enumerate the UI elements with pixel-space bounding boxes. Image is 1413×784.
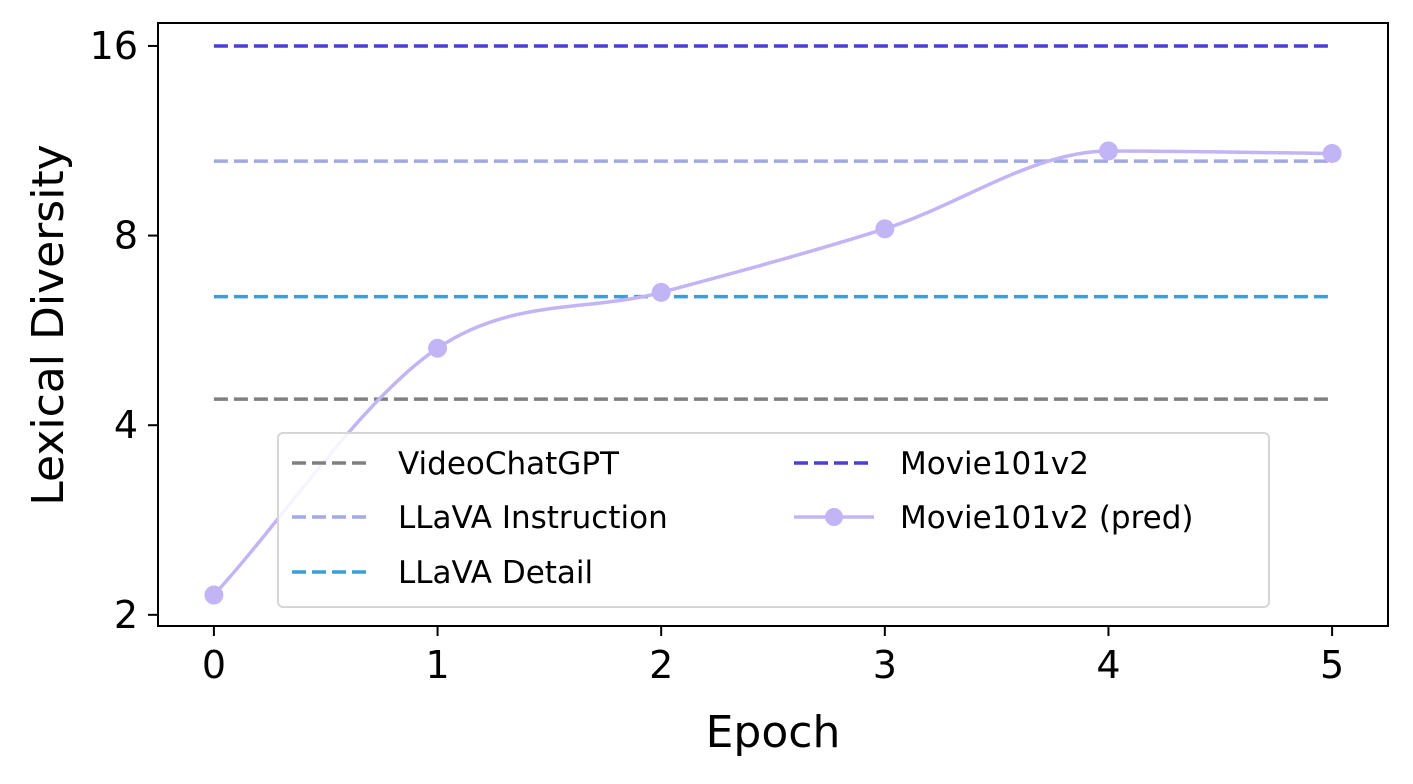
- x-axis-title: Epoch: [706, 707, 841, 758]
- x-tick-label: 2: [649, 643, 673, 687]
- legend-label-llava-detail: LLaVA Detail: [398, 555, 593, 591]
- y-tick-label: 16: [90, 24, 138, 68]
- series-line-movie101v2-pred: [212, 149, 1333, 597]
- x-tick-label: 4: [1096, 643, 1120, 687]
- x-tick-label: 0: [202, 643, 226, 687]
- plot-frame: [157, 22, 1389, 627]
- legend-box: [277, 432, 1270, 608]
- legend-label-movie101v2: Movie101v2: [900, 446, 1089, 482]
- x-tick-label: 1: [425, 643, 449, 687]
- legend: VideoChatGPT LLaVA Instruction LLaVA Detai…: [277, 432, 1270, 608]
- data-point-movie101v2-pred-1: [428, 338, 448, 358]
- x-tick-label: 5: [1320, 643, 1344, 687]
- data-point-movie101v2-pred-4: [1098, 141, 1118, 161]
- data-point-movie101v2-pred-2: [651, 282, 671, 302]
- plot-lines: [204, 44, 1342, 605]
- x-tick-label: 3: [873, 643, 897, 687]
- legend-label-videochatgpt: VideoChatGPT: [398, 446, 620, 482]
- data-point-movie101v2-pred-5: [1322, 143, 1342, 163]
- x-axis: 0 1 2 3 4 5: [202, 626, 1344, 687]
- y-tick-label: 2: [114, 593, 138, 637]
- legend-label-llava-instruction: LLaVA Instruction: [398, 500, 668, 536]
- legend-marker-movie101v2-pred: [825, 508, 843, 526]
- legend-label-movie101v2-pred: Movie101v2 (pred): [900, 500, 1194, 536]
- data-point-movie101v2-pred-3: [875, 219, 895, 239]
- y-tick-label: 4: [114, 403, 138, 447]
- y-tick-label: 8: [114, 214, 138, 258]
- y-axis-title: Lexical Diversity: [23, 144, 74, 505]
- data-point-movie101v2-pred-0: [204, 585, 224, 605]
- y-axis: 2 4 8 16: [90, 24, 158, 637]
